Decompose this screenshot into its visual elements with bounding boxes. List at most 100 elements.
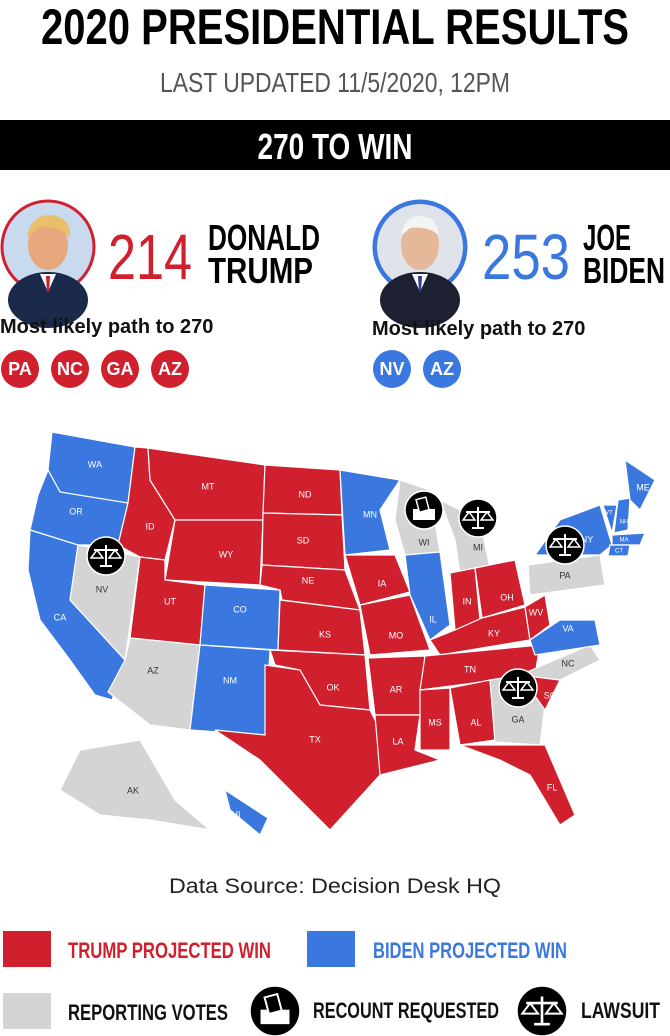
path-chip [151, 350, 189, 388]
lawsuit-icon [458, 498, 498, 538]
icon-ballot [415, 496, 431, 514]
state [359, 594, 431, 656]
state-label: VA [562, 623, 573, 633]
banner [0, 120, 670, 170]
state-label: NY [581, 534, 594, 544]
state [613, 497, 631, 534]
icon-box [413, 509, 435, 520]
state-label: SC [544, 690, 557, 700]
state [529, 619, 601, 656]
state-label: IL [429, 614, 437, 624]
state-label: WY [219, 549, 234, 559]
path-chip [423, 350, 461, 388]
state-label: MT [202, 481, 215, 491]
path-label: Most likely path to 270 [0, 316, 213, 338]
state [199, 584, 281, 651]
state-label: MI [473, 542, 483, 552]
path-state: GA [107, 359, 134, 379]
state [224, 788, 269, 836]
icon-pan [520, 1001, 541, 1015]
subtitle: LAST UPDATED 11/5/2020, 12PM [160, 67, 510, 98]
legend-label: LAWSUIT [581, 998, 660, 1023]
state-label: MA [620, 538, 629, 544]
state-label: MN [363, 509, 377, 519]
state [607, 544, 631, 557]
state-label: IN [463, 596, 472, 606]
state-label: OK [326, 682, 339, 692]
state [419, 687, 451, 751]
legend-label: TRUMP PROJECTED WIN [68, 938, 271, 963]
state-label: CA [54, 612, 67, 622]
state-label: IA [378, 578, 387, 588]
state [474, 559, 526, 619]
title: 2020 PRESIDENTIAL RESULTS [41, 0, 629, 55]
state-label: AR [390, 684, 403, 694]
path-chip [101, 350, 139, 388]
legend-swatch [3, 931, 51, 967]
state-label: OR [69, 506, 83, 516]
path-state: AZ [158, 359, 182, 379]
state-label: PA [559, 570, 570, 580]
state-label: AZ [147, 665, 159, 675]
state-label: LA [392, 736, 403, 746]
state-label: TN [464, 664, 476, 674]
recount-icon [249, 985, 301, 1036]
state-label: OH [500, 592, 514, 602]
state-label: SD [297, 535, 310, 545]
path-label: Most likely path to 270 [372, 318, 585, 340]
state-label: HI [232, 809, 241, 819]
state [611, 532, 646, 546]
state [459, 744, 576, 826]
state [602, 504, 618, 534]
state [404, 551, 451, 641]
state-label: AK [127, 785, 139, 795]
icon-pan [107, 548, 123, 559]
state-label: WI [419, 537, 430, 547]
state-label: FL [547, 782, 558, 792]
us-map: WA OR CA NV ID MT WY UT CO AZ NM ND SD NE KS OK TX MN IA MO… [27, 431, 656, 836]
state-label: NV [96, 584, 109, 594]
path-chip [373, 350, 411, 388]
icon-pan [519, 680, 535, 691]
lawsuit-icon [86, 536, 126, 576]
icon-pan [461, 510, 477, 521]
lawsuit-icon [516, 985, 568, 1036]
electoral-votes: 214 [108, 221, 192, 293]
icon-pan [501, 680, 517, 691]
path-chip [1, 350, 39, 388]
icon-pan [89, 548, 105, 559]
state [524, 594, 551, 642]
state [339, 469, 402, 556]
legend-label: RECOUNT REQUESTED [313, 998, 499, 1023]
candidate-name: BIDEN [583, 250, 665, 291]
state-label: KS [319, 629, 331, 639]
icon-scale [94, 545, 118, 567]
legend-swatch [3, 993, 51, 1029]
icon-ballot [263, 992, 283, 1016]
candidate-name: DONALD [208, 217, 320, 258]
state-label: CO [233, 604, 247, 614]
state-label: NM [223, 675, 237, 685]
icon-pan [479, 510, 495, 521]
banner-text: 270 TO WIN [258, 126, 413, 167]
icon-pan [548, 537, 564, 548]
state-label: UT [164, 596, 176, 606]
candidate-name: TRUMP [208, 250, 313, 291]
state-label: ND [299, 489, 312, 499]
source: Data Source: Decision Desk HQ [169, 875, 501, 898]
icon-pan [543, 1001, 564, 1015]
lawsuit-icon [545, 525, 585, 565]
recount-icon [404, 490, 444, 530]
state-label: ID [146, 521, 156, 531]
biden-photo [372, 199, 468, 328]
state-label: NE [302, 575, 315, 585]
candidate-name: JOE [583, 217, 631, 258]
state [374, 714, 442, 776]
icon-scale [506, 677, 530, 699]
path-chip [51, 350, 89, 388]
state-label: ME [636, 482, 650, 492]
state [214, 664, 386, 831]
legend-swatch [307, 931, 355, 967]
